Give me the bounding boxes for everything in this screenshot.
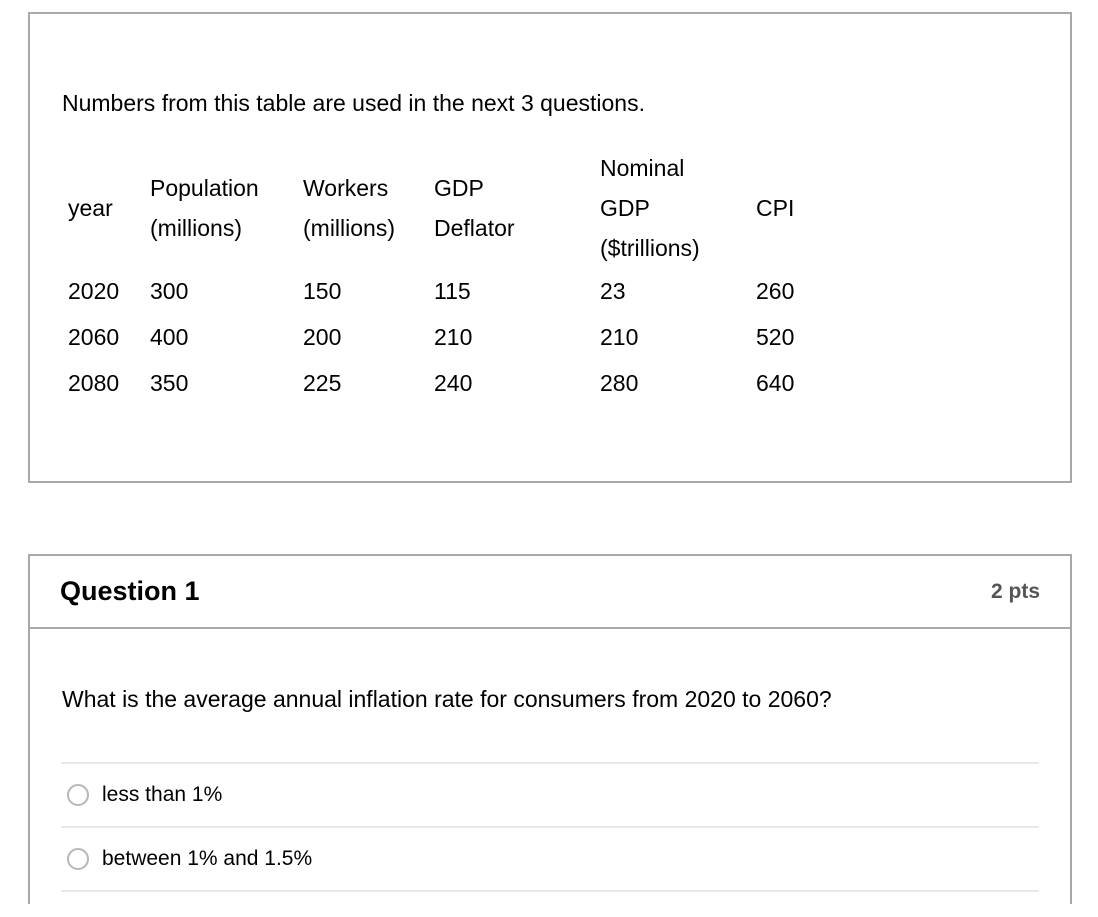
cell-year: 2020 — [68, 277, 120, 304]
table-header-row: year Population (millions) Workers (mill… — [68, 148, 826, 268]
answer-options: less than 1% between 1% and 1.5% — [30, 762, 1070, 892]
column-header-population: Population (millions) — [150, 175, 259, 241]
data-table: year Population (millions) Workers (mill… — [68, 148, 826, 406]
table-row: 2080 350 225 240 280 640 — [68, 360, 826, 406]
answer-option-2[interactable]: between 1% and 1.5% — [30, 828, 1070, 890]
cell-cpi: 260 — [756, 277, 795, 304]
answer-option-1[interactable]: less than 1% — [30, 764, 1070, 826]
question-header: Question 1 2 pts — [30, 556, 1070, 629]
cell-gdp-deflator: 240 — [434, 369, 473, 396]
cell-cpi: 520 — [756, 323, 795, 350]
option-divider — [61, 762, 1039, 764]
question-prompt: What is the average annual inflation rat… — [62, 686, 832, 712]
column-header-nominal-gdp: Nominal GDP ($trillions) — [600, 155, 700, 261]
cell-gdp-deflator: 210 — [434, 323, 473, 350]
description-card: Numbers from this table are used in the … — [28, 12, 1072, 483]
question-card: Question 1 2 pts What is the average ann… — [28, 554, 1072, 904]
cell-nominal-gdp: 23 — [600, 277, 626, 304]
radio-button-icon[interactable] — [67, 848, 89, 870]
cell-nominal-gdp: 280 — [600, 369, 639, 396]
question-title: Question 1 — [60, 576, 200, 606]
cell-cpi: 640 — [756, 369, 795, 396]
option-divider — [61, 826, 1039, 828]
column-header-year: year — [68, 195, 113, 221]
cell-year: 2080 — [68, 369, 120, 396]
option-label: less than 1% — [102, 783, 223, 806]
intro-text: Numbers from this table are used in the … — [62, 90, 645, 116]
cell-population: 350 — [150, 369, 189, 396]
cell-nominal-gdp: 210 — [600, 323, 639, 350]
option-label: between 1% and 1.5% — [102, 847, 313, 870]
cell-workers: 200 — [303, 323, 342, 350]
cell-year: 2060 — [68, 323, 120, 350]
cell-population: 300 — [150, 277, 189, 304]
column-header-workers: Workers (millions) — [303, 175, 395, 241]
cell-gdp-deflator: 115 — [434, 277, 471, 304]
table-row: 2060 400 200 210 210 520 — [68, 314, 826, 360]
question-points-badge: 2 pts — [990, 579, 1040, 603]
cell-workers: 150 — [303, 277, 342, 304]
cell-population: 400 — [150, 323, 189, 350]
cell-workers: 225 — [303, 369, 342, 396]
table-row: 2020 300 150 115 23 260 — [68, 268, 826, 314]
column-header-cpi: CPI — [756, 195, 795, 221]
option-divider — [61, 890, 1039, 892]
radio-button-icon[interactable] — [67, 784, 89, 806]
column-header-gdp-deflator: GDP Deflator — [434, 175, 515, 241]
